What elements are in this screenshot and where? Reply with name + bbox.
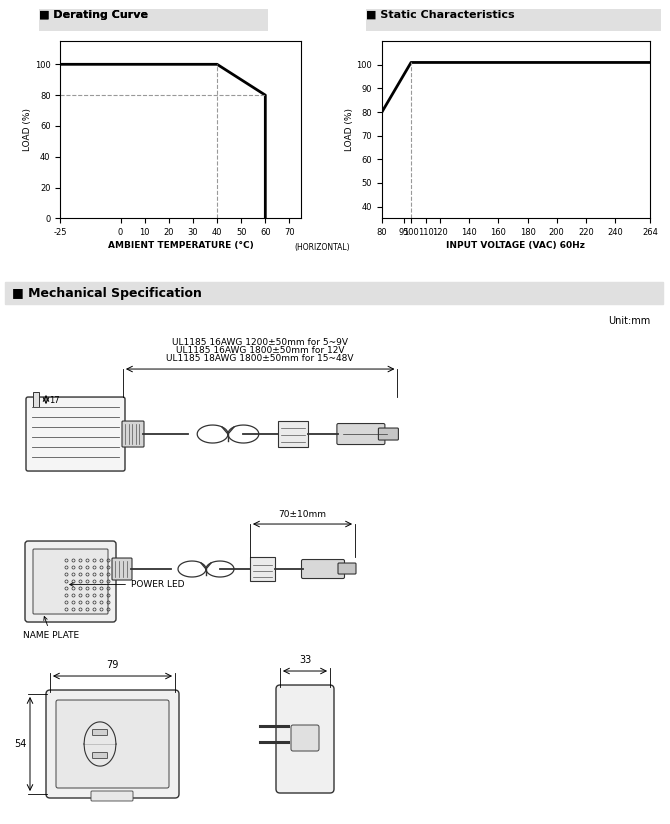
X-axis label: AMBIENT TEMPERATURE (°C): AMBIENT TEMPERATURE (°C)	[108, 241, 254, 250]
Bar	[33, 392, 39, 407]
Text: ■ Derating Curve: ■ Derating Curve	[39, 10, 147, 20]
FancyBboxPatch shape	[122, 421, 144, 447]
Text: ■ Mechanical Specification: ■ Mechanical Specification	[12, 287, 202, 300]
Text: ■ Derating Curve: ■ Derating Curve	[39, 10, 147, 20]
FancyBboxPatch shape	[33, 549, 108, 614]
FancyBboxPatch shape	[26, 397, 125, 471]
FancyBboxPatch shape	[302, 559, 344, 578]
Text: 70±10mm: 70±10mm	[279, 510, 326, 519]
FancyBboxPatch shape	[291, 725, 319, 751]
Text: 54: 54	[15, 739, 27, 749]
FancyBboxPatch shape	[91, 791, 133, 801]
Text: 33: 33	[299, 655, 311, 665]
Text: 79: 79	[106, 660, 118, 670]
Bar	[279, 421, 308, 447]
FancyBboxPatch shape	[46, 690, 179, 798]
Text: Unit:mm: Unit:mm	[608, 316, 650, 326]
FancyBboxPatch shape	[112, 558, 132, 580]
Y-axis label: LOAD (%): LOAD (%)	[23, 108, 32, 152]
Text: ■ Static Characteristics: ■ Static Characteristics	[366, 10, 515, 20]
Text: NAME PLATE: NAME PLATE	[23, 616, 79, 640]
FancyBboxPatch shape	[25, 541, 116, 622]
Text: POWER LED: POWER LED	[70, 580, 184, 589]
FancyBboxPatch shape	[56, 700, 169, 788]
Text: UL1185 16AWG 1200±50mm for 5~9V: UL1185 16AWG 1200±50mm for 5~9V	[172, 338, 348, 347]
FancyBboxPatch shape	[338, 563, 356, 574]
FancyBboxPatch shape	[92, 752, 107, 759]
Y-axis label: LOAD (%): LOAD (%)	[344, 108, 354, 152]
FancyBboxPatch shape	[379, 428, 399, 440]
Bar	[250, 557, 275, 581]
FancyBboxPatch shape	[92, 729, 107, 736]
FancyBboxPatch shape	[366, 9, 661, 30]
Text: UL1185 16AWG 1800±50mm for 12V: UL1185 16AWG 1800±50mm for 12V	[176, 346, 344, 355]
Bar	[5, 282, 663, 304]
FancyBboxPatch shape	[276, 685, 334, 793]
FancyBboxPatch shape	[39, 9, 268, 30]
X-axis label: INPUT VOLTAGE (VAC) 60Hz: INPUT VOLTAGE (VAC) 60Hz	[446, 241, 586, 250]
FancyBboxPatch shape	[337, 424, 385, 444]
Text: 17: 17	[49, 396, 60, 405]
Text: (HORIZONTAL): (HORIZONTAL)	[294, 243, 350, 252]
Text: UL1185 18AWG 1800±50mm for 15~48V: UL1185 18AWG 1800±50mm for 15~48V	[166, 354, 354, 363]
